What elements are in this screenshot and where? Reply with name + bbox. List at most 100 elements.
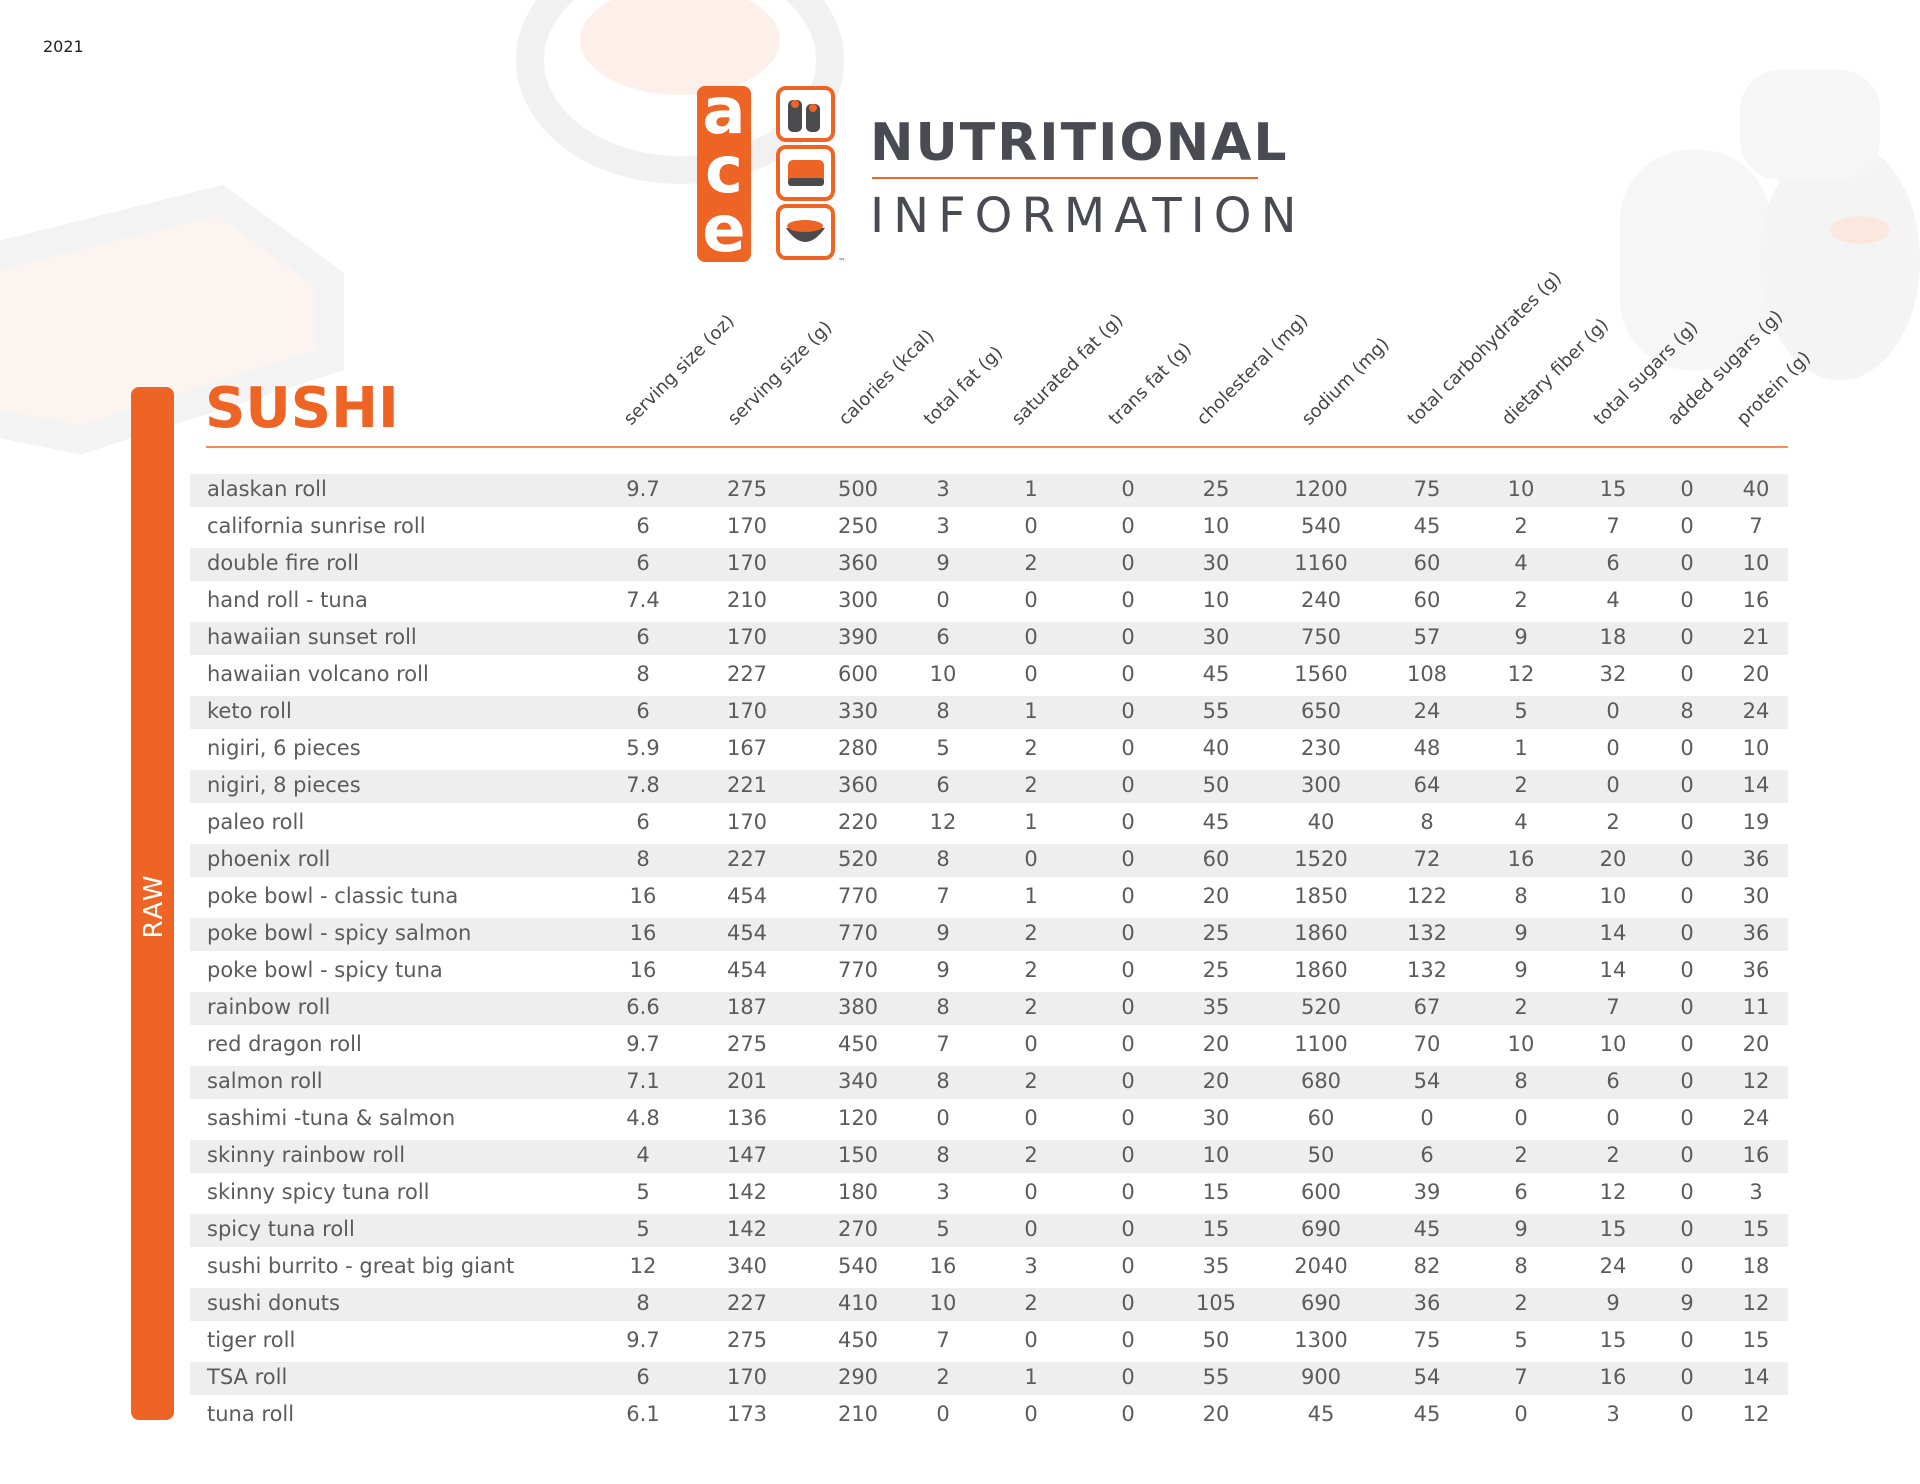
- cell-value: 67: [1414, 995, 1441, 1019]
- item-name: hawaiian sunset roll: [207, 625, 417, 649]
- cell-value: 6: [636, 699, 649, 723]
- cell-value: 10: [1203, 514, 1230, 538]
- cell-value: 0: [1680, 1217, 1693, 1241]
- cell-value: 20: [1743, 1032, 1770, 1056]
- table: serving size (oz)serving size (g)calorie…: [190, 267, 1815, 1426]
- cell-value: 0: [1121, 1254, 1134, 1278]
- cell-value: 8: [636, 1291, 649, 1315]
- cell-value: 36: [1414, 1291, 1441, 1315]
- cell-value: 770: [838, 884, 878, 908]
- cell-value: 20: [1203, 1032, 1230, 1056]
- cell-value: 6: [636, 625, 649, 649]
- cell-value: 15: [1743, 1328, 1770, 1352]
- row-stripe: [190, 918, 1788, 951]
- cell-value: 1560: [1294, 662, 1347, 686]
- cell-value: 2: [1024, 921, 1037, 945]
- cell-value: 0: [1680, 1069, 1693, 1093]
- item-name: paleo roll: [207, 810, 304, 834]
- cell-value: 6: [1606, 551, 1619, 575]
- cell-value: 142: [727, 1180, 767, 1204]
- cell-value: 30: [1203, 625, 1230, 649]
- cell-value: 16: [1508, 847, 1535, 871]
- cell-value: 7: [936, 884, 949, 908]
- item-name: poke bowl - classic tuna: [207, 884, 458, 908]
- cell-value: 0: [1121, 884, 1134, 908]
- cell-value: 2: [1514, 514, 1527, 538]
- cell-value: 380: [838, 995, 878, 1019]
- cell-value: 24: [1600, 1254, 1627, 1278]
- cell-value: 48: [1414, 736, 1441, 760]
- cell-value: 9: [1514, 958, 1527, 982]
- section-title: SUSHI: [205, 376, 399, 441]
- cell-value: 10: [1203, 588, 1230, 612]
- cell-value: 500: [838, 477, 878, 501]
- cell-value: 0: [1606, 699, 1619, 723]
- item-name: double fire roll: [207, 551, 359, 575]
- cell-value: 454: [727, 921, 767, 945]
- cell-value: 300: [838, 588, 878, 612]
- cell-value: 75: [1414, 477, 1441, 501]
- cell-value: 10: [1203, 1143, 1230, 1167]
- cell-value: 275: [727, 1032, 767, 1056]
- cell-value: 0: [1121, 662, 1134, 686]
- cell-value: 0: [1121, 847, 1134, 871]
- item-name: skinny spicy tuna roll: [207, 1180, 430, 1204]
- cell-value: 30: [1743, 884, 1770, 908]
- cell-value: 8: [1420, 810, 1433, 834]
- year: 2021: [43, 37, 84, 56]
- cell-value: 0: [1121, 1217, 1134, 1241]
- cell-value: 0: [1680, 1402, 1693, 1426]
- cell-value: 0: [1121, 921, 1134, 945]
- cell-value: 340: [727, 1254, 767, 1278]
- cell-value: 0: [1121, 514, 1134, 538]
- cell-value: 227: [727, 1291, 767, 1315]
- cell-value: 540: [838, 1254, 878, 1278]
- cell-value: 24: [1743, 1106, 1770, 1130]
- cell-value: 8: [936, 699, 949, 723]
- cell-value: 7: [936, 1032, 949, 1056]
- item-name: red dragon roll: [207, 1032, 362, 1056]
- cell-value: 12: [1743, 1069, 1770, 1093]
- column-header: total carbohydrates (g): [1404, 267, 1566, 429]
- cell-value: 70: [1414, 1032, 1441, 1056]
- cell-value: 45: [1203, 662, 1230, 686]
- cell-value: 120: [838, 1106, 878, 1130]
- cell-value: 12: [930, 810, 957, 834]
- cell-value: 142: [727, 1217, 767, 1241]
- cell-value: 39: [1414, 1180, 1441, 1204]
- cell-value: 20: [1203, 1069, 1230, 1093]
- cell-value: 330: [838, 699, 878, 723]
- cell-value: 11: [1743, 995, 1770, 1019]
- cell-value: 10: [930, 662, 957, 686]
- cell-value: 0: [1680, 1328, 1693, 1352]
- cell-value: 8: [1680, 699, 1693, 723]
- cell-value: 8: [936, 847, 949, 871]
- cell-value: 5: [1514, 1328, 1527, 1352]
- cell-value: 250: [838, 514, 878, 538]
- cell-value: 1860: [1294, 921, 1347, 945]
- row-stripe: [190, 1140, 1788, 1173]
- cell-value: 0: [1680, 1365, 1693, 1389]
- cell-value: 12: [1743, 1291, 1770, 1315]
- cell-value: 6.1: [626, 1402, 659, 1426]
- cell-value: 650: [1301, 699, 1341, 723]
- cell-value: 60: [1414, 588, 1441, 612]
- cell-value: 173: [727, 1402, 767, 1426]
- cell-value: 0: [1680, 1180, 1693, 1204]
- cell-value: 15: [1743, 1217, 1770, 1241]
- cell-value: 14: [1743, 773, 1770, 797]
- cell-value: 0: [1121, 773, 1134, 797]
- cell-value: 150: [838, 1143, 878, 1167]
- cell-value: 10: [1743, 736, 1770, 760]
- side-bar: [131, 387, 174, 1420]
- cell-value: 680: [1301, 1069, 1341, 1093]
- cell-value: 9: [936, 921, 949, 945]
- cell-value: 20: [1203, 1402, 1230, 1426]
- cell-value: 45: [1414, 1402, 1441, 1426]
- cell-value: 2: [1606, 1143, 1619, 1167]
- cell-value: 167: [727, 736, 767, 760]
- cell-value: 35: [1203, 1254, 1230, 1278]
- cell-value: 240: [1301, 588, 1341, 612]
- title-line-2: INFORMATION: [870, 188, 1306, 244]
